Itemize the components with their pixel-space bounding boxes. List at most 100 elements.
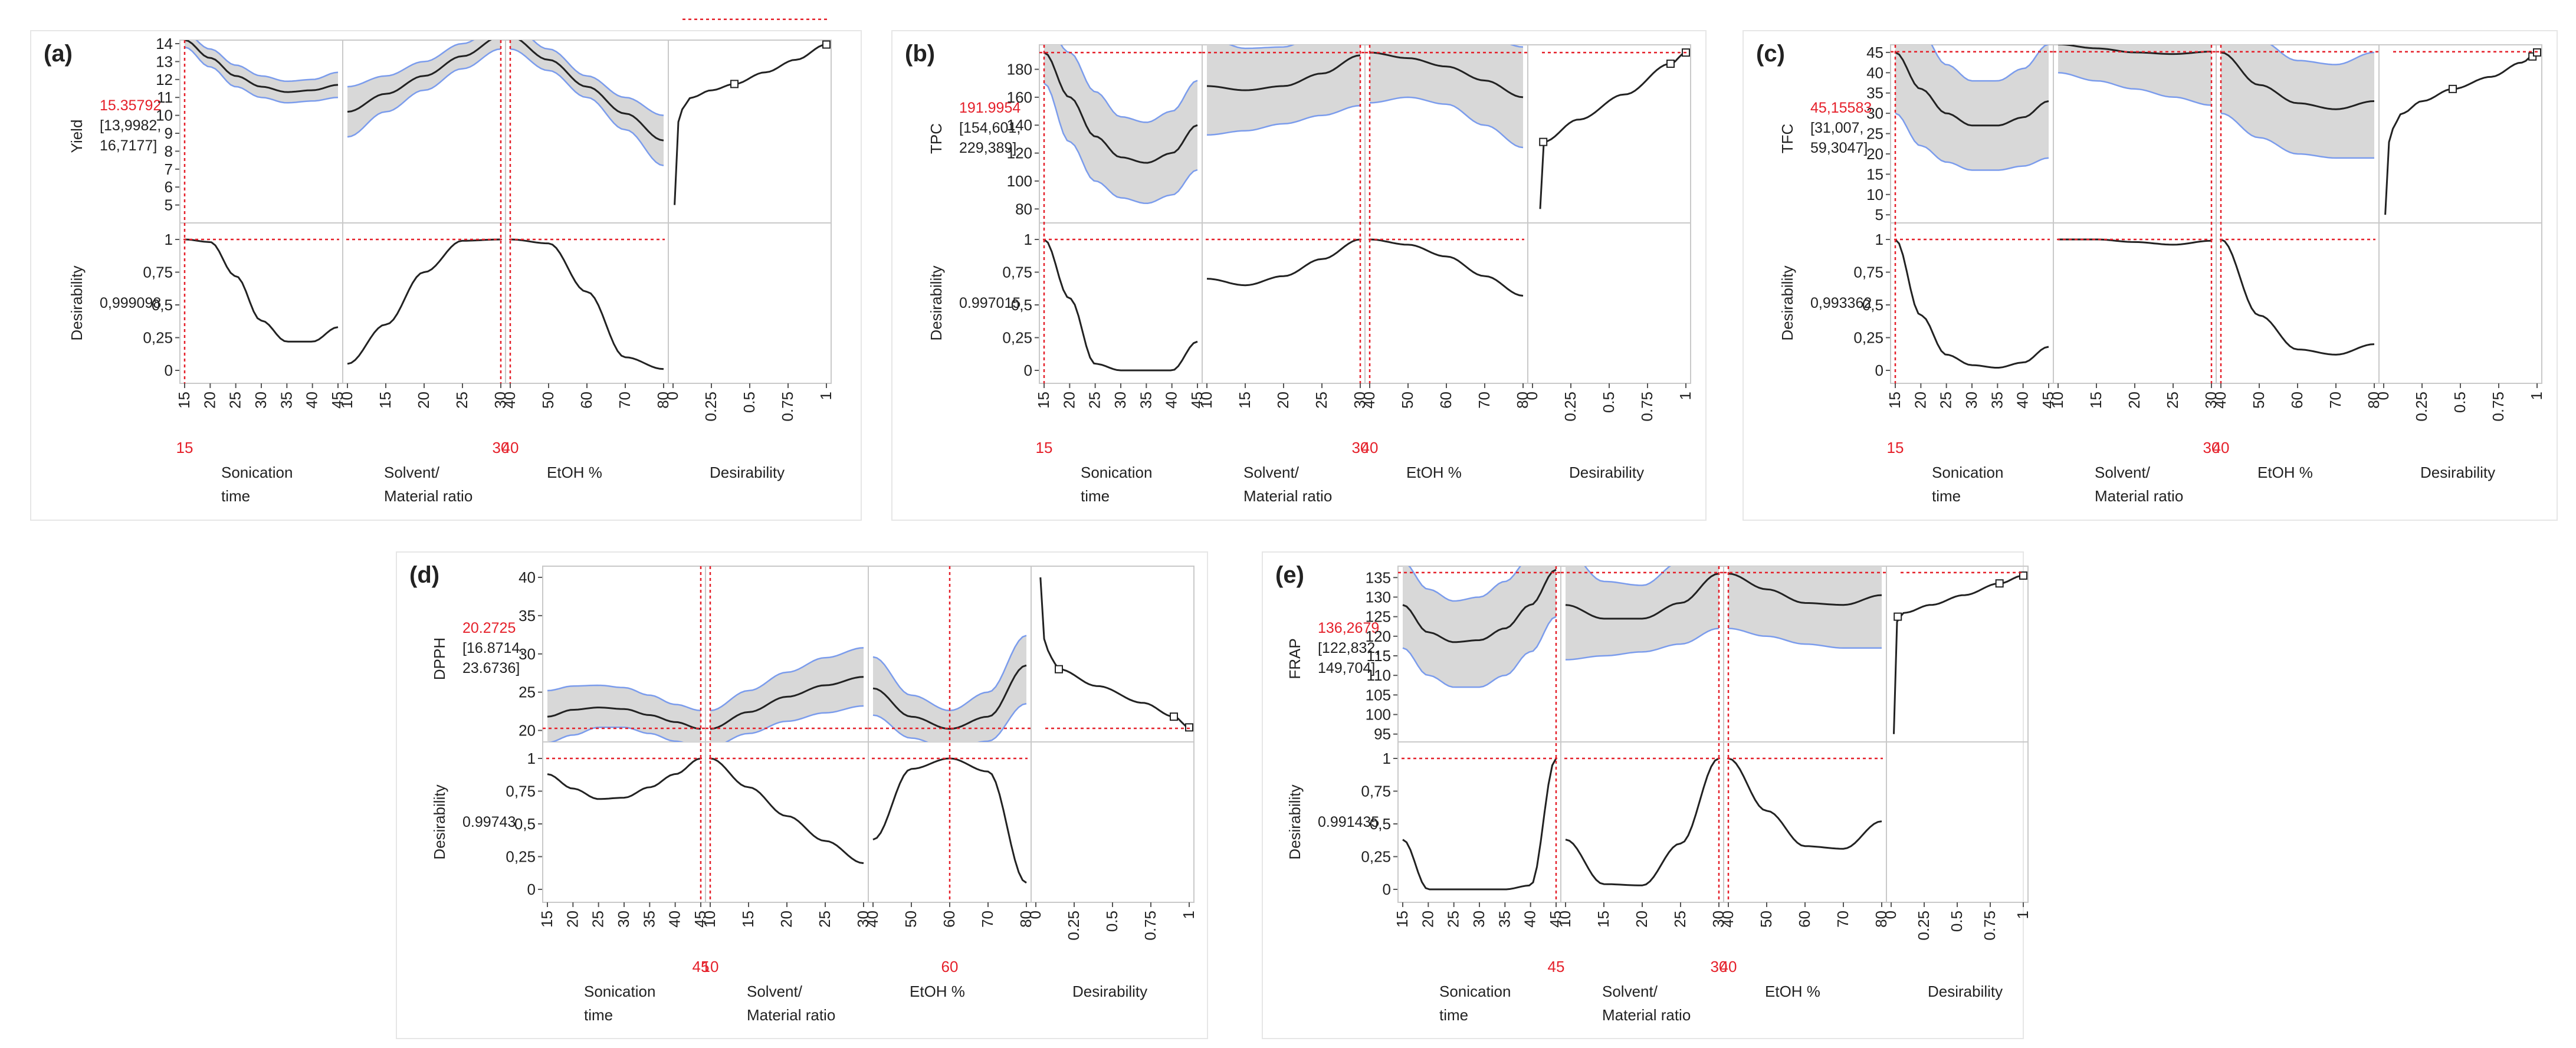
confidence-interval-high: 59,3047] [1810,140,1868,156]
desirability-tick-label: 0,25 [1361,848,1391,866]
panel-label: (c) [1756,41,1785,67]
x-tick-label: 40 [2211,392,2229,409]
prediction-trace [1728,573,1882,606]
x-tick-label: 0.25 [702,392,720,422]
x-tick-label: 10 [2049,392,2066,409]
factor-cell-2: 40 40 50 60 70 80 EtOH % [1719,566,1890,1000]
x-tick-label: 30 [854,911,872,928]
prediction-trace [1206,54,1361,91]
y-tick-label: 80 [1015,200,1032,218]
band-upper-edge [2270,45,2375,65]
x-tick-label: 40 [1163,392,1180,409]
factor-setting-value: 30 [1352,439,1369,456]
factor-cell-1: 30 10 15 20 25 30 Solvent/Material ratio [2049,44,2220,505]
panel-frame [1743,30,2558,521]
desirability-trace [1565,757,1719,886]
y-tick-label: 100 [1007,172,1032,190]
y-tick-label: 13 [156,52,173,70]
prediction-trace [1402,569,1557,643]
x-tick-label: 70 [1475,392,1493,409]
factor-cell-3: 0 0.25 0.5 0.75 1 Desirability [664,18,835,481]
x-tick-label: 0 [2374,392,2392,400]
prediction-trace [1895,51,2049,127]
factor-name-line2: Material ratio [384,487,472,505]
band-lower-edge [347,48,501,138]
response-axis-title: DPPH [431,638,448,680]
x-tick-label: 0.75 [2489,392,2507,422]
band-lower-edge [1565,628,1719,661]
profiler-panel-tpc: (b) TPC 191.9954 [154,601, 229,389] Desirabil… [891,30,1707,521]
factor-name-line2: time [1081,487,1110,505]
x-tick-label: 20 [563,911,581,928]
factor-name: Desirability [1569,464,1644,481]
predicted-value: 136,2679 [1318,620,1379,636]
desirability-tick-label: 0,5 [514,815,536,833]
factor-setting-value: 15 [176,439,193,456]
confidence-band [2221,45,2374,158]
band-upper-edge [1584,566,1672,586]
prediction-trace [2057,45,2212,55]
panel-frame [396,551,1208,1039]
y-tick-label: 160 [1007,88,1032,106]
prediction-trace [710,676,864,730]
y-tick-label: 35 [519,607,536,625]
desirability-tick-label: 1 [527,750,536,767]
confidence-band [1044,45,1197,203]
predicted-value: 191.9954 [959,100,1020,116]
y-tick-label: 14 [156,35,173,52]
x-tick-label: 50 [1399,392,1416,409]
band-lower-edge [2220,112,2374,159]
confidence-interval-high: 229,389] [959,140,1016,156]
y-tick-label: 10 [1866,186,1883,203]
desirability-trace [347,238,501,365]
factor-cell-3: 0 0.25 0.5 0.75 1 Desirability [1523,44,1694,481]
x-tick-label: 35 [277,392,295,409]
band-upper-edge [547,684,701,712]
factor-setting-value: 15 [1887,439,1904,456]
x-tick-label: 20 [1274,392,1292,409]
factor-name: Sonication [1439,983,1511,1000]
profiler-panel-yield: (a) Yield 15.35792 [13,9982, 16,7177] Desirab… [30,18,862,521]
desirability-handle [1894,612,1902,621]
x-tick-label: 30 [1963,392,1980,409]
band-upper-edge [1931,45,2049,82]
x-tick-label: 0.5 [740,392,758,413]
y-tick-label: 140 [1007,116,1032,134]
prediction-trace [1565,573,1719,620]
x-tick-label: 35 [1988,392,2006,409]
y-tick-label: 45 [1866,44,1883,61]
y-tick-label: 15 [1866,165,1883,183]
desirability-trace [710,757,864,865]
factor-cell-3: 0 0.25 0.5 0.75 1 Desirability [1882,566,2032,1000]
band-upper-edge [1408,566,1521,602]
confidence-interval-high: 16,7177] [100,137,157,154]
desirability-tick-label: 0,5 [152,296,173,314]
x-tick-label: 30 [1111,392,1129,409]
x-tick-label: 50 [1757,911,1775,928]
desirability-tick-label: 0,75 [1002,264,1032,281]
factor-name: Sonication [584,983,655,1000]
factor-setting-value: 40 [502,439,519,456]
confidence-band [873,635,1026,742]
confidence-interval-high: 149,704] [1318,660,1375,676]
band-lower-edge [184,46,339,104]
confidence-band [347,40,501,137]
y-tick-label: 9 [165,124,173,142]
desirability-value: 0,993362 [1810,295,1872,311]
confidence-interval-low: [154,601, [959,120,1020,136]
desirability-handle [1170,712,1178,721]
x-tick-label: 70 [2326,392,2344,409]
y-tick-label: 7 [165,160,173,178]
x-tick-label: 0.5 [1948,911,1965,932]
desirability-tick-label: 0,25 [1002,329,1032,347]
x-tick-label: 40 [1360,392,1378,409]
x-tick-label: 20 [1060,392,1078,409]
factor-setting-value: 30 [493,439,510,456]
desirability-trace [184,238,339,343]
desirability-trace [2220,238,2375,356]
desirability-trace [1402,758,1557,891]
x-tick-label: 0 [1523,392,1541,400]
confidence-interval-low: [31,007, [1810,120,1863,136]
x-tick-label: 70 [979,911,996,928]
